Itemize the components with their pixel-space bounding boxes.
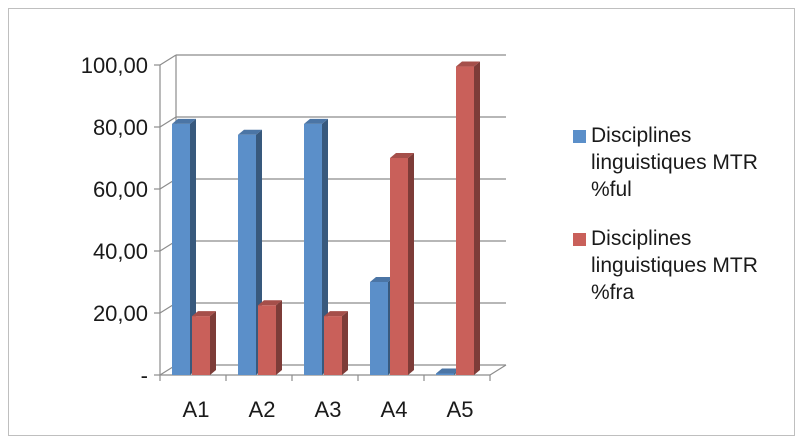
legend-item-ful: Disciplines linguistiques MTR %ful — [573, 122, 793, 203]
bar-top — [238, 129, 262, 135]
bar-side — [210, 311, 216, 375]
axis-labels: - 20,00 40,00 60,00 80,00 100,00 A1 A2 A3 A4 A5 — [81, 53, 474, 422]
y-tick-label: 20,00 — [93, 301, 148, 326]
y-tick-label: 100,00 — [81, 53, 148, 78]
x-tick-label: A3 — [315, 397, 342, 422]
bar-front — [436, 373, 454, 375]
x-tick-label: A4 — [381, 397, 408, 422]
bar-side — [474, 61, 480, 376]
bar-front — [304, 123, 322, 376]
bar-A4-1 — [390, 153, 414, 375]
bar-A5-1 — [456, 61, 480, 376]
bar-top — [304, 118, 328, 124]
bar-side — [190, 118, 196, 376]
bar-top — [436, 368, 460, 374]
bar-top — [172, 118, 196, 124]
gridlines — [154, 54, 507, 381]
legend-label-fra: Disciplines linguistiques MTR %fra — [591, 227, 758, 304]
y-tick-label: 80,00 — [93, 115, 148, 140]
legend-swatch-ful — [573, 130, 586, 143]
bar-top — [192, 311, 216, 317]
bar-A3-1 — [324, 311, 348, 375]
y-tick-label: 60,00 — [93, 177, 148, 202]
bar-front — [370, 282, 388, 375]
x-tick-label: A5 — [447, 397, 474, 422]
bar-front — [238, 134, 256, 375]
bar-top — [456, 61, 480, 67]
bar-side — [408, 153, 414, 375]
bars — [172, 61, 480, 376]
bar-A1-0 — [172, 118, 196, 376]
x-tick-label: A2 — [249, 397, 276, 422]
legend: Disciplines linguistiques MTR %ful Disci… — [573, 122, 793, 328]
legend-swatch-fra — [573, 233, 586, 246]
x-tick-label: A1 — [183, 397, 210, 422]
y-tick-label: - — [141, 363, 148, 388]
bar-A3-0 — [304, 118, 328, 376]
bar-side — [342, 311, 348, 375]
gridline-depth — [159, 116, 177, 128]
bar-top — [258, 300, 282, 306]
y-tick-label: 40,00 — [93, 239, 148, 264]
bar-front — [172, 123, 190, 376]
bar-side — [276, 300, 282, 375]
bar-top — [370, 277, 394, 282]
bar-front — [258, 305, 276, 375]
bar-front — [390, 158, 408, 375]
bar-front — [192, 316, 210, 375]
bar-top — [390, 153, 414, 158]
bar-A2-1 — [258, 300, 282, 375]
gridline-depth — [159, 54, 177, 66]
legend-label-ful: Disciplines linguistiques MTR %ful — [591, 124, 758, 201]
legend-item-fra: Disciplines linguistiques MTR %fra — [573, 225, 793, 306]
bar-top — [324, 311, 348, 317]
bar-side — [322, 118, 328, 376]
bar-front — [456, 66, 474, 376]
bar-A1-1 — [192, 311, 216, 375]
bar-front — [324, 316, 342, 375]
floor-edge — [489, 364, 507, 376]
